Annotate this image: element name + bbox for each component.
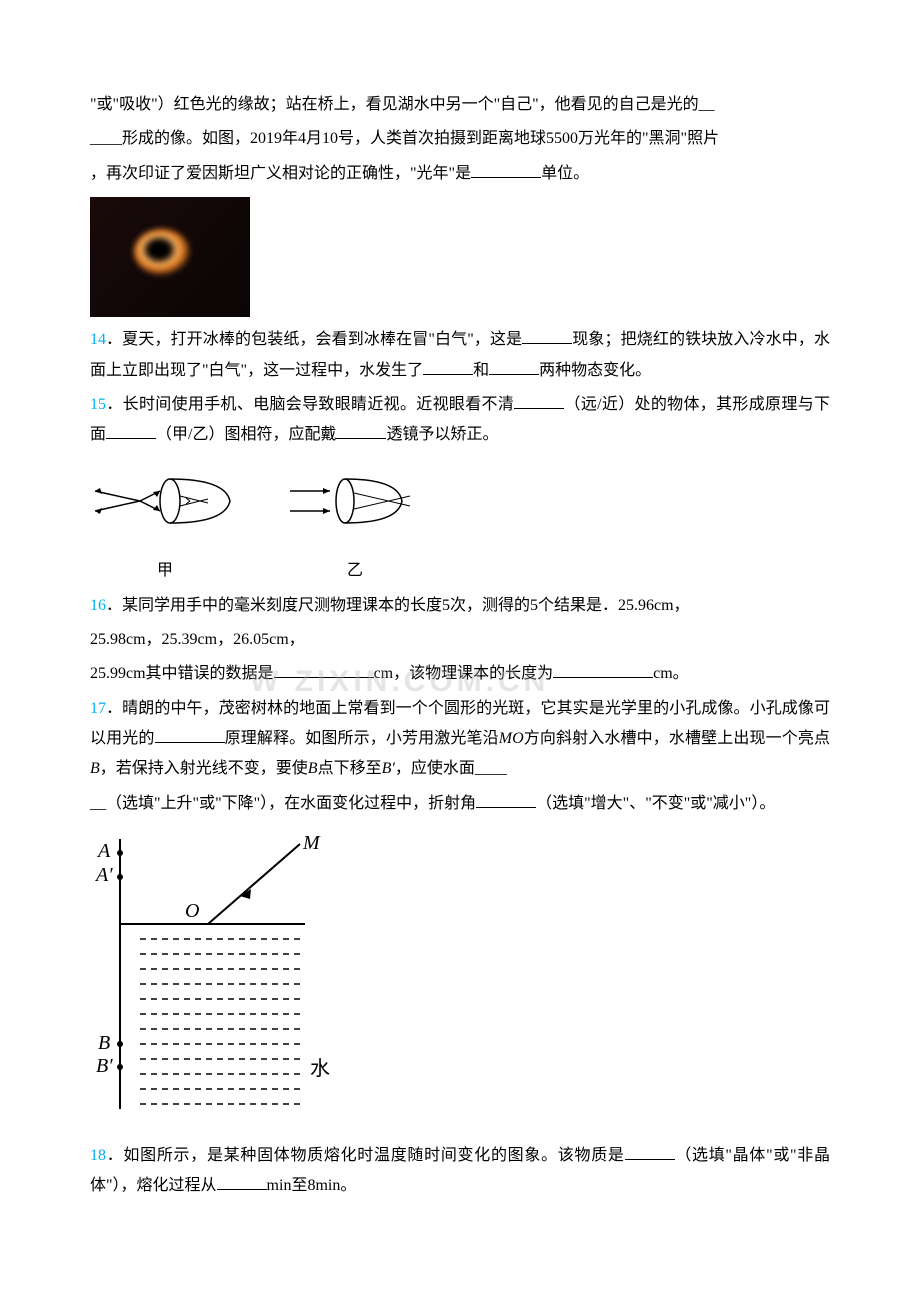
q16-line3-pre: 25.99cm其中错误的数据是 [90, 665, 274, 682]
q16-line1: 16．某同学用手中的毫米刻度尺测物理课本的长度5次，测得的5个结果是．25.96… [90, 591, 830, 621]
q16-blank1 [274, 662, 374, 678]
blackhole-image [90, 197, 250, 317]
q14-blank2 [423, 359, 473, 375]
yi-label: 乙 [280, 556, 430, 586]
q16-num: 16 [90, 597, 106, 614]
q16-line2-text: 25.98cm，25.39cm，26.05cm， [90, 631, 305, 648]
q13-line3-pre: ，再次印证了爱因斯坦广义相对论的正确性，"光年"是 [90, 165, 471, 182]
q18-post: min至8min。 [267, 1177, 357, 1194]
q16-line3-post: cm。 [653, 665, 689, 682]
q14-post: 两种物态变化。 [539, 362, 651, 379]
q16-blank2 [553, 662, 653, 678]
eye-diagram-yi: 乙 [280, 461, 430, 587]
q17-mid1: 原理解释。如图所示，小芳用激光笔沿 [225, 730, 499, 747]
q17-line4-pre: __（选填"上升"或"下降"），在水面变化过程中，折射角 [90, 795, 476, 812]
label-B: B [98, 1032, 110, 1054]
eye-yi-svg [280, 461, 430, 541]
q14-pre: ．夏天，打开冰棒的包装纸，会看到冰棒在冒"白气"，这是 [106, 331, 522, 348]
q17-b: B [90, 760, 100, 777]
q17-bprime: B′ [382, 760, 395, 777]
eye-diagram-jia: 甲 [90, 461, 240, 587]
q18-para: 18．如图所示，是某种固体物质熔化时温度随时间变化的图象。该物质是（选填"晶体"… [90, 1141, 830, 1202]
q17-blank2 [476, 792, 536, 808]
q15-blank1 [514, 393, 564, 409]
q17-mid5: ，应使水面____ [395, 760, 507, 777]
q16-line2: 25.98cm，25.39cm，26.05cm， [90, 625, 830, 655]
q16-line3: W ZIXIN.COM.CN 25.99cm其中错误的数据是cm，该物理课本的长… [90, 659, 830, 689]
q13-line2: ____形成的像。如图，2019年4月10号，人类首次拍摄到距离地球5500万光… [90, 124, 830, 154]
q18-pre: ．如图所示，是某种固体物质熔化时温度随时间变化的图象。该物质是 [106, 1147, 625, 1164]
q14-blank1 [522, 328, 572, 344]
q17-mid4: 点下移至 [318, 760, 382, 777]
q15-mid2: （甲/乙）图相符，应配戴 [156, 426, 336, 443]
q17-line4-post: （选填"增大"、"不变"或"减小"）。 [536, 795, 775, 812]
refraction-diagram: A A′ O M B B′ 水 [90, 829, 830, 1130]
q13-line3: ，再次印证了爱因斯坦广义相对论的正确性，"光年"是 单位。 [90, 159, 830, 189]
q17-mo: MO [499, 730, 524, 747]
q15-para: 15．长时间使用手机、电脑会导致眼睛近视。近视眼看不清（远/近）处的物体，其形成… [90, 390, 830, 451]
label-O: O [185, 900, 199, 922]
q13-line1-text: "或"吸收"）红色光的缘故；站在桥上，看见湖水中另一个"自己"，他看见的自己是光… [90, 96, 715, 113]
q13-line1: "或"吸收"）红色光的缘故；站在桥上，看见湖水中另一个"自己"，他看见的自己是光… [90, 90, 830, 120]
refraction-svg: A A′ O M B B′ 水 [90, 829, 350, 1119]
label-A: A [96, 840, 111, 862]
q13-blank-unit [471, 162, 541, 178]
jia-label: 甲 [90, 556, 240, 586]
q16-pre: ．某同学用手中的毫米刻度尺测物理课本的长度5次，测得的5个结果是．25.96cm… [106, 597, 690, 614]
q14-num: 14 [90, 331, 106, 348]
q14-blank3 [489, 359, 539, 375]
q13-line2-text: ____形成的像。如图，2019年4月10号，人类首次拍摄到距离地球5500万光… [90, 130, 719, 147]
q17-b2: B [308, 760, 318, 777]
eye-jia-svg [90, 461, 240, 541]
q15-blank3 [336, 423, 386, 439]
q14-para: 14．夏天，打开冰棒的包装纸，会看到冰棒在冒"白气"，这是现象；把烧红的铁块放入… [90, 325, 830, 386]
label-M: M [302, 832, 321, 854]
q17-line4: __（选填"上升"或"下降"），在水面变化过程中，折射角 （选填"增大"、"不变"… [90, 789, 830, 819]
q17-num: 17 [90, 700, 106, 717]
q17-mid3: ，若保持入射光线不变，要使 [100, 760, 308, 777]
q18-blank2 [217, 1174, 267, 1190]
q14-mid2: 和 [473, 362, 489, 379]
blackhole-image-block [90, 197, 830, 317]
q13-line3-post: 单位。 [541, 165, 589, 182]
q15-num: 15 [90, 396, 106, 413]
q18-blank1 [625, 1144, 675, 1160]
q18-num: 18 [90, 1147, 106, 1164]
q17-para: 17．晴朗的中午，茂密树林的地面上常看到一个个圆形的光斑，它其实是光学里的小孔成… [90, 694, 830, 785]
q15-post: 透镜予以矫正。 [386, 426, 498, 443]
label-water: 水 [310, 1057, 330, 1080]
q15-pre: ．长时间使用手机、电脑会导致眼睛近视。近视眼看不清 [106, 396, 514, 413]
label-Aprime: A′ [94, 864, 113, 886]
label-Bprime: B′ [96, 1055, 113, 1077]
q17-mid2: 方向斜射入水槽中，水槽壁上出现一个亮点 [524, 730, 830, 747]
eye-diagrams: 甲 乙 [90, 461, 830, 587]
q15-blank2 [106, 423, 156, 439]
q17-blank1 [155, 727, 225, 743]
q16-line3-mid: cm，该物理课本的长度为 [374, 665, 554, 682]
